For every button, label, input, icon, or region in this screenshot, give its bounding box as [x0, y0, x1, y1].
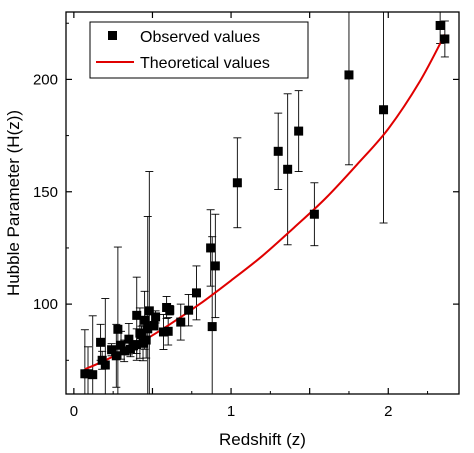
data-point — [344, 70, 354, 80]
data-point — [132, 310, 142, 320]
error-bar — [145, 171, 154, 394]
data-point — [207, 322, 217, 332]
data-point — [107, 345, 117, 355]
legend: Observed values Theoretical values — [89, 21, 309, 79]
data-point — [210, 261, 220, 271]
data-point — [140, 315, 150, 325]
y-axis-label: Hubble Parameter (H(z)) — [4, 110, 23, 296]
data-points-group — [80, 20, 450, 380]
data-point — [176, 317, 186, 327]
data-point — [158, 327, 168, 337]
data-point — [141, 335, 151, 345]
error-bar — [80, 329, 89, 394]
error-bar — [113, 246, 122, 394]
y-axis-ticks: 100 150 200 — [33, 22, 459, 361]
legend-marker-observed — [108, 31, 117, 40]
data-point — [191, 288, 201, 298]
data-point — [151, 312, 161, 322]
plot-frame — [65, 11, 460, 395]
data-point — [294, 126, 304, 136]
x-tick-label: 2 — [384, 403, 392, 420]
data-point — [136, 329, 146, 339]
data-point — [88, 370, 98, 380]
data-point — [119, 346, 129, 356]
data-point — [124, 334, 134, 344]
data-point — [184, 305, 194, 315]
error-bar — [88, 315, 97, 394]
x-tick-label: 1 — [227, 403, 235, 420]
data-point — [97, 355, 107, 365]
legend-label-observed: Observed values — [140, 29, 260, 46]
data-point — [435, 20, 445, 30]
data-point — [149, 321, 159, 331]
data-point — [144, 306, 154, 316]
data-point — [83, 369, 93, 379]
legend-label-theoretical: Theoretical values — [140, 55, 270, 72]
data-point — [379, 105, 389, 115]
data-point — [440, 34, 450, 44]
y-tick-label: 100 — [33, 296, 58, 313]
data-point — [100, 360, 110, 370]
data-point — [206, 243, 216, 253]
x-tick-label: 0 — [70, 403, 78, 420]
data-point — [132, 340, 142, 350]
y-tick-label: 200 — [33, 71, 58, 88]
error-bar — [101, 298, 110, 394]
error-bar — [143, 216, 152, 394]
x-axis-ticks: 0 1 2 — [70, 12, 429, 420]
data-point — [143, 324, 153, 334]
data-point — [163, 326, 173, 336]
data-point — [113, 324, 123, 334]
x-axis-label: Redshift (z) — [219, 430, 306, 449]
data-point — [273, 146, 283, 156]
y-tick-label: 150 — [33, 184, 58, 201]
error-bar — [379, 12, 388, 224]
data-point — [111, 351, 121, 361]
data-point — [309, 209, 319, 219]
data-point — [116, 340, 126, 350]
legend-box — [89, 21, 309, 79]
data-point — [283, 164, 293, 174]
error-bar — [344, 12, 353, 166]
data-point — [165, 305, 175, 315]
data-point — [96, 337, 106, 347]
data-point — [232, 178, 242, 188]
